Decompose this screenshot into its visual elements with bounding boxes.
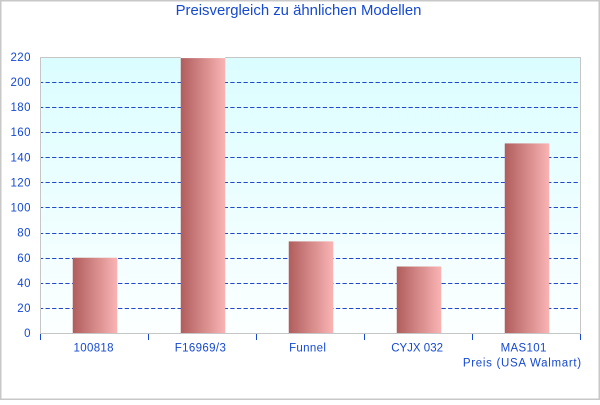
svg-text:0: 0 [24, 328, 31, 340]
svg-text:80: 80 [17, 228, 31, 240]
svg-text:CYJX 032: CYJX 032 [391, 343, 443, 355]
svg-text:60: 60 [17, 253, 31, 265]
svg-text:180: 180 [10, 102, 31, 114]
svg-text:40: 40 [17, 278, 31, 290]
svg-text:120: 120 [10, 177, 31, 189]
svg-text:20: 20 [17, 303, 31, 315]
svg-text:100818: 100818 [73, 343, 113, 355]
svg-text:220: 220 [10, 52, 31, 64]
svg-text:Funnel: Funnel [289, 343, 326, 355]
svg-text:F16969/3: F16969/3 [175, 343, 226, 355]
svg-text:140: 140 [10, 152, 31, 164]
svg-text:Preis (USA Walmart): Preis (USA Walmart) [463, 358, 582, 370]
svg-text:160: 160 [10, 127, 31, 139]
svg-text:100: 100 [10, 203, 31, 215]
svg-text:Preisvergleich zu ähnlichen Mo: Preisvergleich zu ähnlichen Modellen [176, 3, 422, 19]
svg-text:MAS101: MAS101 [501, 343, 547, 355]
svg-text:200: 200 [10, 77, 31, 89]
